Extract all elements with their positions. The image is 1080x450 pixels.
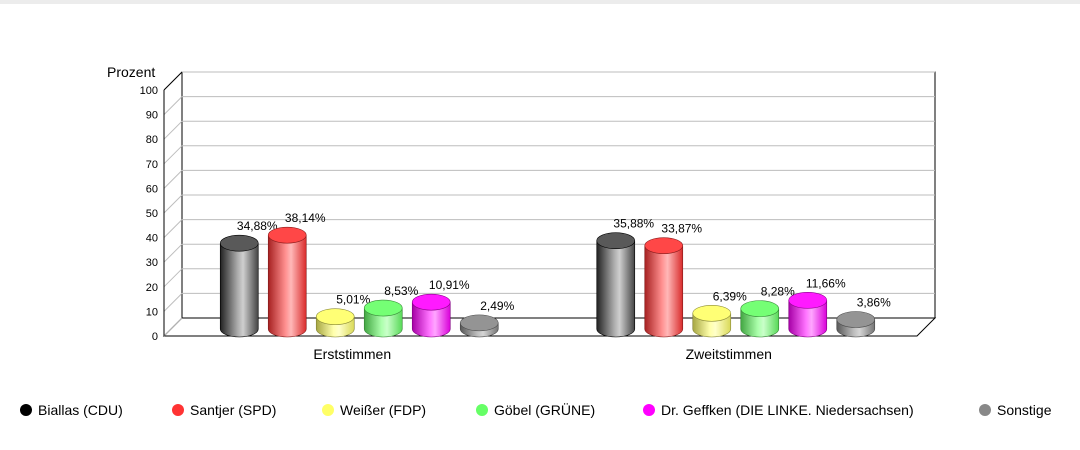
y-axis-label: Prozent — [107, 64, 155, 80]
grid-line — [163, 243, 183, 263]
legend-item-sonstige: Sonstige — [979, 402, 1051, 418]
bar-top — [411, 293, 451, 311]
chart-grid — [163, 71, 935, 337]
bar — [219, 234, 259, 338]
y-axis: 0 10 20 30 40 50 60 70 80 90 100 — [140, 71, 183, 343]
bar-top — [644, 237, 684, 254]
data-label: 34,88% — [237, 219, 278, 233]
circle-icon — [172, 404, 184, 416]
bar — [363, 299, 403, 338]
data-label: 8,53% — [384, 284, 418, 298]
y-tick-label: 60 — [146, 183, 158, 195]
bar-top — [692, 304, 732, 322]
bar — [459, 314, 499, 338]
data-label: 5,01% — [336, 293, 370, 307]
legend-label: Biallas (CDU) — [38, 402, 123, 418]
data-label: 33,87% — [661, 222, 702, 236]
legend-label: Sonstige — [997, 402, 1052, 418]
bar-body — [788, 300, 828, 338]
bar-body — [596, 240, 636, 338]
bar-body — [219, 242, 259, 338]
data-label: 2,49% — [480, 299, 514, 313]
data-label: 38,14% — [285, 211, 326, 225]
grid-line — [163, 194, 183, 214]
bar — [596, 232, 636, 338]
x-axis: Erststimmen Zweitstimmen — [313, 346, 772, 362]
legend-label: Weißer (FDP) — [340, 402, 427, 418]
circle-icon — [476, 404, 488, 416]
bar-top — [315, 308, 355, 325]
grid-line — [163, 268, 183, 288]
y-tick-label: 100 — [140, 85, 158, 97]
bar-top — [740, 300, 780, 317]
circle-icon — [979, 404, 991, 416]
bar-body — [411, 301, 451, 338]
data-label: 3,86% — [857, 296, 891, 310]
bar — [411, 293, 451, 338]
bar-top — [267, 226, 307, 244]
bar-body — [267, 234, 307, 338]
top-border — [0, 0, 1080, 4]
legend-item-spd: Santjer (SPD) — [172, 402, 276, 418]
y-tick-label: 80 — [146, 134, 158, 146]
bar — [267, 226, 307, 338]
circle-icon — [643, 404, 655, 416]
legend-label: Santjer (SPD) — [190, 402, 277, 418]
grid-line — [163, 317, 183, 337]
data-label: 8,28% — [761, 285, 795, 299]
data-label: 35,88% — [613, 217, 654, 231]
y-tick-label: 10 — [146, 306, 158, 318]
legend-label: Dr. Geffken (DIE LINKE. Niedersachsen) — [661, 402, 914, 418]
grid-line — [163, 96, 183, 115]
y-tick-label: 40 — [146, 233, 158, 245]
chart-bars: 34,88% 38,14% 5,01% 8,53% 10,91% 2,49% 35,88% 3… — [219, 211, 891, 338]
bar-top — [836, 311, 876, 328]
bar — [692, 304, 732, 338]
grid-line — [163, 120, 183, 140]
data-label: 11,66% — [806, 276, 846, 290]
y-tick-label: 70 — [146, 159, 158, 171]
bar — [836, 311, 876, 338]
grid-line — [163, 170, 183, 189]
legend: Biallas (CDU) Santjer (SPD) Weißer (FDP)… — [0, 398, 1080, 426]
grid-line — [163, 293, 183, 312]
y-tick-label: 0 — [152, 331, 158, 343]
circle-icon — [20, 404, 32, 416]
y-tick-label: 50 — [146, 208, 158, 220]
x-category-label: Erststimmen — [313, 346, 391, 362]
legend-item-fdp: Weißer (FDP) — [322, 402, 426, 418]
bar-top — [363, 299, 403, 317]
y-tick-label: 30 — [146, 257, 158, 269]
legend-item-linke: Dr. Geffken (DIE LINKE. Niedersachsen) — [643, 402, 914, 418]
bar-top — [459, 314, 499, 332]
circle-icon — [322, 404, 334, 416]
bar — [315, 308, 355, 338]
x-category-label: Zweitstimmen — [686, 346, 772, 362]
y-tick-label: 20 — [146, 282, 158, 294]
y-axis-top — [163, 71, 183, 91]
bar-body — [644, 245, 684, 338]
legend-item-gruene: Göbel (GRÜNE) — [476, 402, 595, 418]
legend-item-cdu: Biallas (CDU) — [20, 402, 123, 418]
bar — [644, 237, 684, 338]
bar — [788, 292, 828, 338]
y-tick-label: 90 — [146, 110, 158, 122]
grid-line — [163, 219, 183, 238]
grid-line — [163, 145, 183, 165]
bar-top — [219, 234, 259, 252]
data-label: 6,39% — [713, 289, 747, 303]
bar-top — [788, 292, 828, 309]
legend-label: Göbel (GRÜNE) — [494, 402, 596, 418]
data-label: 10,91% — [429, 278, 470, 292]
bar-top — [596, 232, 636, 250]
bar-chart: 0 10 20 30 40 50 60 70 80 90 100 34,88% 38,14% 5,01%… — [107, 64, 937, 362]
bar — [740, 300, 780, 338]
